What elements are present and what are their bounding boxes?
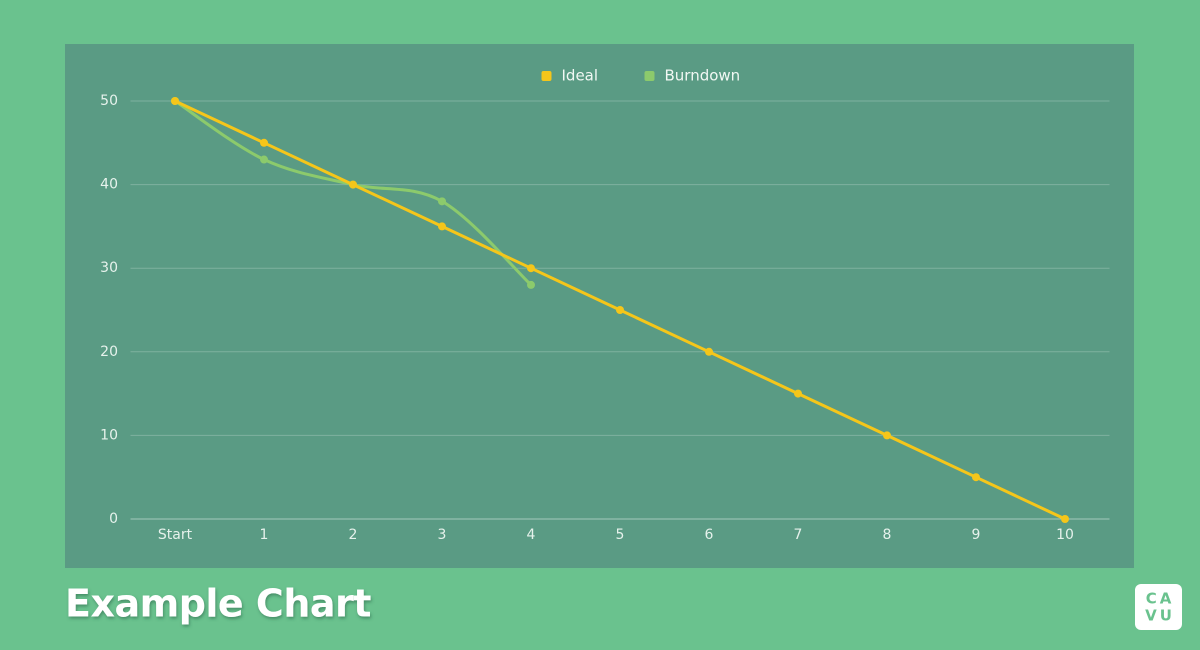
data-point xyxy=(794,389,802,398)
y-tick-label: 30 xyxy=(100,260,118,276)
y-tick-label: 40 xyxy=(100,177,118,193)
x-tick-label: 4 xyxy=(527,527,536,543)
data-point xyxy=(616,306,624,314)
x-tick-label: 6 xyxy=(705,527,714,543)
y-tick-label: 10 xyxy=(100,427,118,443)
legend-label: Burndown xyxy=(665,67,741,85)
x-tick-label: 9 xyxy=(972,527,981,543)
data-point xyxy=(883,431,891,440)
x-tick-label: 7 xyxy=(794,527,803,543)
logo-box xyxy=(1135,584,1182,630)
x-tick-label: 5 xyxy=(616,527,625,543)
x-tick-label: 3 xyxy=(438,527,447,543)
x-tick-label: 8 xyxy=(883,527,892,543)
x-tick-label: 2 xyxy=(349,527,358,543)
data-point xyxy=(260,155,268,164)
x-tick-label: 10 xyxy=(1056,527,1074,543)
legend-label: Ideal xyxy=(562,67,599,85)
chart-title: Example Chart xyxy=(65,582,371,626)
legend-swatch xyxy=(541,71,552,81)
data-point xyxy=(972,473,980,482)
chart-panel xyxy=(65,44,1134,568)
y-tick-label: 20 xyxy=(100,344,118,360)
logo-text: VU xyxy=(1145,607,1175,625)
data-point xyxy=(1061,515,1069,523)
x-tick-label: 1 xyxy=(260,527,269,543)
x-tick-label: Start xyxy=(158,527,193,543)
data-point xyxy=(527,264,535,273)
data-point xyxy=(527,280,535,289)
y-tick-label: 50 xyxy=(100,93,118,109)
data-point xyxy=(260,138,268,147)
data-point xyxy=(171,97,179,105)
y-tick-label: 0 xyxy=(109,511,118,527)
data-point xyxy=(705,347,713,356)
data-point xyxy=(349,180,357,189)
plot: 0 10 20 30 40 50 Start 1 2 3 4 5 6 7 8 9 10 Ideal Burndown xyxy=(100,67,1110,543)
data-point xyxy=(438,197,446,206)
logo-text: CA xyxy=(1146,590,1175,608)
legend-swatch xyxy=(644,71,655,81)
data-point xyxy=(438,222,446,231)
